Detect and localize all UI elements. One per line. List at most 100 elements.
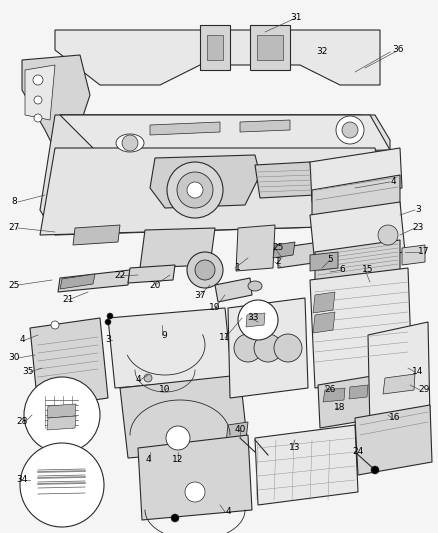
Text: 4: 4 [225, 507, 231, 516]
Polygon shape [250, 25, 290, 70]
Text: 4: 4 [145, 456, 151, 464]
Polygon shape [313, 292, 335, 313]
Polygon shape [47, 416, 76, 430]
Polygon shape [368, 322, 430, 430]
Text: 11: 11 [219, 334, 231, 343]
Polygon shape [349, 385, 368, 399]
Polygon shape [255, 162, 315, 198]
Text: 28: 28 [16, 417, 28, 426]
Text: 17: 17 [418, 247, 430, 256]
Polygon shape [246, 313, 265, 327]
Circle shape [24, 377, 100, 453]
Polygon shape [383, 374, 415, 394]
Circle shape [371, 466, 379, 474]
Polygon shape [310, 268, 412, 388]
Text: 32: 32 [316, 47, 328, 56]
Polygon shape [215, 278, 252, 302]
Text: 2: 2 [275, 257, 281, 266]
Polygon shape [312, 175, 400, 222]
Circle shape [234, 334, 262, 362]
Polygon shape [310, 202, 405, 265]
Circle shape [171, 514, 179, 522]
Polygon shape [40, 115, 390, 235]
Text: 26: 26 [324, 385, 336, 394]
Circle shape [187, 252, 223, 288]
Circle shape [34, 114, 42, 122]
Circle shape [185, 482, 205, 502]
Polygon shape [150, 122, 220, 135]
Polygon shape [402, 245, 425, 265]
Polygon shape [25, 65, 55, 120]
Text: 29: 29 [418, 385, 430, 394]
Polygon shape [310, 148, 402, 202]
Polygon shape [355, 405, 432, 475]
Text: 9: 9 [161, 330, 167, 340]
Text: 4: 4 [390, 177, 396, 187]
Polygon shape [236, 225, 275, 271]
Circle shape [105, 319, 111, 325]
Circle shape [51, 321, 59, 329]
Polygon shape [310, 252, 338, 271]
Polygon shape [60, 115, 390, 155]
Polygon shape [120, 375, 248, 458]
Circle shape [195, 260, 215, 280]
Text: 8: 8 [11, 198, 17, 206]
Polygon shape [278, 242, 320, 268]
Text: 36: 36 [392, 45, 404, 54]
Text: 27: 27 [8, 223, 20, 232]
Text: 33: 33 [247, 313, 259, 322]
Polygon shape [273, 242, 295, 258]
Circle shape [274, 334, 302, 362]
Polygon shape [226, 422, 248, 443]
Text: 5: 5 [327, 255, 333, 264]
Text: 16: 16 [389, 414, 401, 423]
Text: 6: 6 [339, 265, 345, 274]
Circle shape [34, 96, 42, 104]
Text: 30: 30 [8, 353, 20, 362]
Polygon shape [128, 265, 175, 283]
Polygon shape [60, 274, 95, 289]
Text: 22: 22 [114, 271, 126, 280]
Circle shape [167, 162, 223, 218]
Text: 3: 3 [415, 206, 421, 214]
Text: 34: 34 [16, 475, 28, 484]
Text: 25: 25 [8, 280, 20, 289]
Circle shape [20, 443, 104, 527]
Text: 18: 18 [334, 403, 346, 413]
Text: 40: 40 [234, 425, 246, 434]
Polygon shape [140, 228, 215, 268]
Ellipse shape [116, 134, 144, 152]
Polygon shape [138, 435, 252, 520]
Text: 1: 1 [235, 263, 241, 272]
Text: 19: 19 [209, 303, 221, 312]
Circle shape [187, 182, 203, 198]
Text: 21: 21 [62, 295, 74, 304]
Text: 35: 35 [22, 367, 34, 376]
Text: 25: 25 [272, 244, 284, 253]
Polygon shape [200, 25, 230, 70]
Polygon shape [315, 240, 400, 282]
Text: 23: 23 [412, 223, 424, 232]
Circle shape [342, 122, 358, 138]
Polygon shape [47, 404, 76, 418]
Polygon shape [207, 35, 223, 60]
Polygon shape [30, 318, 108, 408]
Text: 31: 31 [290, 13, 302, 22]
Polygon shape [257, 35, 283, 60]
Text: 14: 14 [412, 367, 424, 376]
Circle shape [107, 313, 113, 319]
Polygon shape [108, 308, 232, 388]
Circle shape [122, 135, 138, 151]
Polygon shape [323, 388, 345, 402]
Circle shape [336, 116, 364, 144]
Polygon shape [40, 148, 390, 235]
Polygon shape [55, 30, 380, 85]
Polygon shape [255, 425, 358, 505]
Circle shape [33, 75, 43, 85]
Text: 13: 13 [289, 443, 301, 453]
Text: 12: 12 [172, 456, 184, 464]
Text: 20: 20 [149, 280, 161, 289]
Circle shape [166, 426, 190, 450]
Polygon shape [60, 115, 390, 155]
Polygon shape [58, 270, 130, 292]
